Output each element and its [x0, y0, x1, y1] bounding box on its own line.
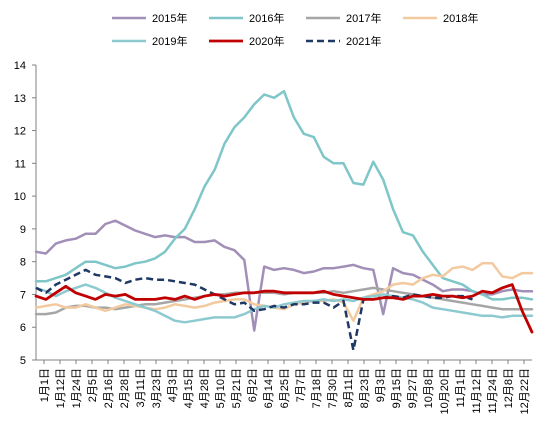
x-tick-label: 5月21日 [231, 368, 243, 408]
series-line-2017年 [34, 286, 534, 316]
legend-item: 2021年 [306, 34, 381, 48]
y-tick-label: 12 [14, 126, 26, 138]
legend: 2015年 2016年 2017年 2018年 2019年 2020年 2021年 [112, 11, 478, 48]
legend-label: 2019年 [152, 34, 187, 48]
legend-item: 2018年 [403, 11, 478, 25]
y-tick-label: 8 [20, 257, 26, 269]
y-tick-label: 13 [14, 93, 26, 105]
y-tick-label: 9 [20, 224, 26, 236]
x-tick-label: 2月16日 [103, 368, 115, 408]
y-tick-label: 11 [15, 158, 26, 170]
legend-item: 2016年 [209, 11, 284, 25]
x-tick-label: 7月7日 [295, 368, 307, 402]
x-tick-label: 7月30日 [327, 368, 339, 408]
legend-label: 2018年 [443, 11, 478, 25]
legend-label: 2021年 [346, 34, 381, 48]
axes: 5 6 7 8 9 10 11 12 13 14 1月1日 1月12日 1月24日 2月5日 2月16日 2月… [14, 60, 532, 414]
legend-item: 2017年 [306, 11, 381, 25]
series-line-2020年 [34, 283, 534, 334]
series-line-2015年 [34, 219, 534, 332]
y-tick-label: 6 [20, 322, 26, 334]
x-tick-label: 2月5日 [87, 368, 99, 402]
y-tick-label: 14 [14, 60, 26, 72]
x-tick-label: 9月27日 [407, 368, 419, 408]
x-tick-label: 6月2日 [247, 368, 259, 402]
x-tick-label: 10月20日 [439, 368, 451, 414]
x-tick-label: 9月15日 [391, 368, 403, 408]
x-tick-label: 12月22日 [519, 368, 531, 414]
y-tick-label: 10 [14, 191, 26, 203]
y-tick-label: 7 [20, 289, 26, 301]
x-tick-label: 9月3日 [375, 368, 387, 402]
x-tick-label: 7月18日 [311, 368, 323, 408]
x-tick-label: 1月12日 [55, 368, 67, 408]
x-tick-label: 4月15日 [183, 368, 195, 408]
x-tick-label: 12月8日 [503, 368, 515, 408]
x-tick-label: 4月28日 [199, 368, 211, 408]
x-tick-label: 3月23日 [151, 368, 163, 408]
legend-label: 2017年 [346, 11, 381, 25]
series-line-2018年 [34, 262, 534, 322]
x-tick-label: 8月11日 [343, 368, 355, 408]
legend-label: 2015年 [152, 11, 187, 25]
series-layer [34, 89, 534, 352]
x-tick-label: 5月10日 [215, 368, 227, 408]
x-tick-label: 4月3日 [167, 368, 179, 402]
series-line-2021年 [35, 268, 473, 352]
legend-item: 2015年 [112, 11, 187, 25]
x-tick-label: 11月1日 [455, 368, 467, 408]
x-tick-label: 11月24日 [487, 368, 499, 414]
legend-label: 2020年 [249, 34, 284, 48]
x-tick-label: 6月14日 [263, 368, 275, 408]
series-line-2016年 [34, 89, 534, 301]
legend-item: 2020年 [209, 34, 284, 48]
x-tick-label: 11月12日 [471, 368, 483, 414]
x-tick-label: 1月24日 [71, 368, 83, 408]
series-line-2019年 [34, 283, 534, 324]
x-tick-label: 1月1日 [39, 368, 51, 402]
legend-item: 2019年 [112, 34, 187, 48]
x-tick-label: 3月11日 [135, 368, 147, 408]
x-tick-label: 10月8日 [423, 368, 435, 408]
x-tick-label: 8月23日 [359, 368, 371, 408]
legend-label: 2016年 [249, 11, 284, 25]
y-tick-label: 5 [20, 355, 26, 367]
x-tick-label: 2月28日 [119, 368, 131, 408]
x-tick-label: 6月25日 [279, 368, 291, 408]
